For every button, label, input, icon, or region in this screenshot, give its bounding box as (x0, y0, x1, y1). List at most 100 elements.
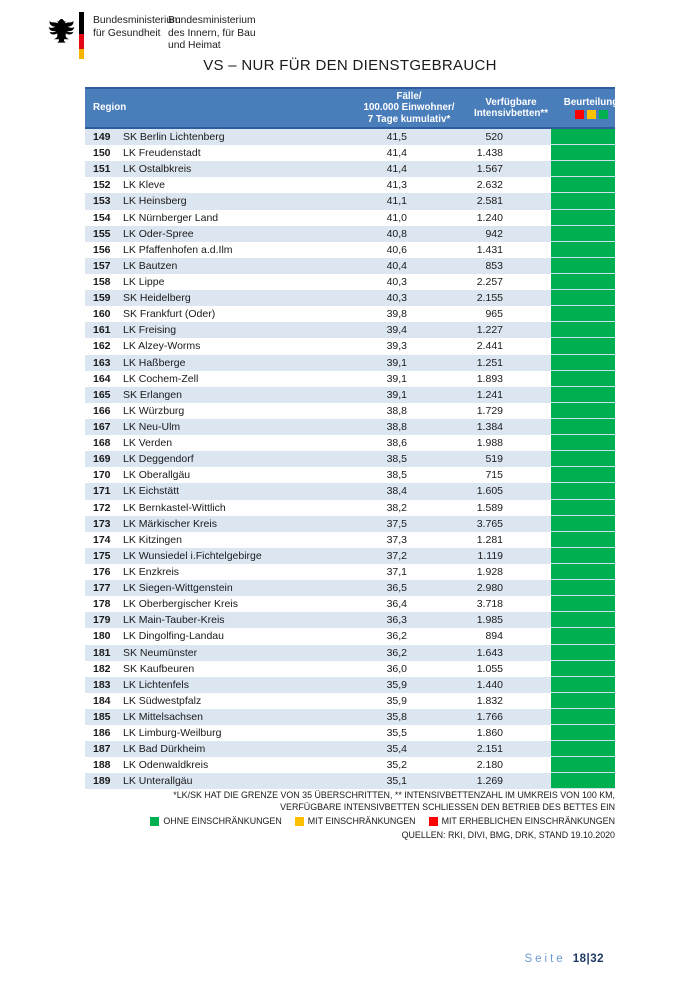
row-region-name: LK Bad Dürkheim (123, 743, 206, 756)
row-cases-value: 37,5 (386, 517, 407, 530)
row-region-name: LK Lippe (123, 276, 165, 289)
row-assessment-cell (551, 290, 615, 307)
yellow-square-icon (294, 816, 304, 826)
row-rank: 173 (93, 517, 111, 530)
row-beds-value: 1.055 (476, 662, 503, 675)
row-cases-value: 40,4 (386, 259, 407, 272)
green-square-icon (150, 816, 160, 826)
row-rank: 154 (93, 211, 111, 224)
row-assessment-cell (551, 547, 615, 564)
column-header-cases: Fälle/ 100.000 Einwohner/ 7 Tage kumulat… (355, 89, 463, 127)
row-assessment-cell (551, 273, 615, 291)
row-region-name: LK Neu-Ulm (123, 421, 181, 434)
table-row: 180 LK Dingolfing-Landau 36,2 894 (85, 628, 615, 645)
row-cases-value: 35,1 (386, 775, 407, 788)
row-cases-value: 38,5 (386, 469, 407, 482)
row-rank: 153 (93, 195, 111, 208)
row-cases-value: 37,1 (386, 566, 407, 578)
row-region-name: LK Freising (123, 324, 177, 337)
row-cases-value: 39,3 (386, 340, 407, 353)
row-rank: 172 (93, 501, 111, 514)
beds-header-line1: Verfügbare (485, 96, 537, 108)
row-region-name: LK Bernkastel-Wittlich (123, 501, 226, 514)
table-header-row: Region Fälle/ 100.000 Einwohner/ 7 Tage … (85, 87, 618, 129)
row-cases-value: 36,3 (386, 614, 407, 627)
row-assessment-cell (551, 773, 615, 790)
green-square-icon (598, 110, 608, 120)
cases-header-line2: 100.000 Einwohner/ (363, 102, 455, 114)
row-cases-value: 35,9 (386, 694, 407, 707)
legend-item-red: MIT ERHEBLICHEN EINSCHRÄNKUNGEN (428, 815, 615, 827)
row-assessment-cell (551, 451, 615, 468)
table-row: 160 SK Frankfurt (Oder) 39,8 965 (85, 306, 615, 323)
row-region-name: LK Würzburg (123, 404, 185, 417)
table-row: 163 LK Haßberge 39,1 1.251 (85, 354, 615, 371)
row-cases-value: 35,8 (386, 710, 407, 723)
row-cases-value: 40,8 (386, 227, 407, 240)
table-row: 185 LK Mittelsachsen 35,8 1.766 (85, 708, 615, 726)
row-beds-value: 3.765 (476, 517, 503, 530)
row-cases-value: 38,2 (386, 501, 407, 514)
row-beds-value: 3.718 (476, 598, 503, 611)
row-beds-value: 1.988 (476, 437, 503, 450)
row-region-name: LK Limburg-Weilburg (123, 727, 222, 740)
legend-label-green: OHNE EINSCHRÄNKUNGEN (163, 816, 282, 826)
row-cases-value: 41,5 (386, 131, 407, 144)
cases-header-line3: 7 Tage kumulativ* (367, 113, 451, 125)
table-row: 183 LK Lichtenfels 35,9 1.440 (85, 676, 615, 693)
row-rank: 160 (93, 308, 111, 321)
incidence-table: Region Fälle/ 100.000 Einwohner/ 7 Tage … (85, 87, 618, 790)
table-row: 176 LK Enzkreis 37,1 1.928 (85, 563, 615, 581)
row-rank: 187 (93, 743, 111, 756)
footnote-line1: *LK/SK HAT DIE GRENZE VON 35 ÜBERSCHRITT… (173, 790, 615, 800)
ministry-interior-line1: Bundesministerium (168, 15, 256, 26)
legend-label-yellow: MIT EINSCHRÄNKUNGEN (307, 816, 416, 826)
german-flag-stripe (79, 12, 84, 59)
row-cases-value: 41,4 (386, 147, 407, 160)
table-row: 182 SK Kaufbeuren 36,0 1.055 (85, 660, 615, 677)
row-assessment-cell (551, 306, 615, 323)
row-rank: 168 (93, 437, 111, 450)
row-rank: 184 (93, 694, 111, 707)
row-rank: 167 (93, 421, 111, 434)
row-assessment-cell (551, 402, 615, 419)
row-region-name: LK Märkischer Kreis (123, 517, 217, 530)
legend-item-green: OHNE EINSCHRÄNKUNGEN (150, 815, 282, 827)
red-square-icon (428, 816, 438, 826)
row-assessment-cell (551, 225, 615, 242)
row-cases-value: 37,3 (386, 533, 407, 546)
row-assessment-cell (551, 692, 615, 709)
row-beds-value: 520 (485, 131, 503, 144)
row-beds-value: 1.241 (476, 388, 503, 401)
row-cases-value: 40,3 (386, 292, 407, 305)
sources-line: QUELLEN: RKI, DIVI, BMG, DRK, STAND 19.1… (401, 830, 615, 840)
table-row: 173 LK Märkischer Kreis 37,5 3.765 (85, 515, 615, 532)
page-number: 18|32 (572, 953, 604, 965)
row-beds-value: 1.119 (477, 549, 504, 562)
row-beds-value: 2.980 (476, 582, 503, 595)
row-cases-value: 36,4 (386, 598, 407, 611)
footnote-line2: VERFÜGBARE INTENSIVBETTEN SCHLIESSEN DEN… (280, 802, 615, 812)
table-row: 166 LK Würzburg 38,8 1.729 (85, 402, 615, 419)
table-row: 174 LK Kitzingen 37,3 1.281 (85, 531, 615, 548)
row-assessment-cell (551, 177, 615, 194)
row-beds-value: 965 (485, 308, 503, 321)
row-beds-value: 2.155 (476, 292, 503, 305)
table-row: 188 LK Odenwaldkreis 35,2 2.180 (85, 757, 615, 774)
cases-header-line1: Fälle/ (396, 90, 422, 102)
row-assessment-cell (551, 580, 615, 597)
row-region-name: LK Deggendorf (123, 453, 194, 466)
column-header-assessment: Beurteilung (559, 89, 623, 127)
ministry-health-line2: für Gesundheit (93, 27, 161, 39)
assessment-scale-icons (574, 110, 608, 120)
ministry-interior-line2: des Innern, für Bau (168, 27, 256, 39)
logo-bmg: Bundesministerium für Gesundheit (48, 12, 181, 59)
row-region-name: LK Siegen-Wittgenstein (123, 582, 233, 595)
row-assessment-cell (551, 563, 615, 581)
row-cases-value: 41,1 (386, 195, 407, 208)
row-rank: 164 (93, 372, 111, 385)
row-beds-value: 1.928 (476, 566, 503, 578)
table-row: 181 SK Neumünster 36,2 1.643 (85, 644, 615, 661)
row-rank: 151 (93, 163, 111, 176)
row-cases-value: 39,1 (386, 388, 407, 401)
